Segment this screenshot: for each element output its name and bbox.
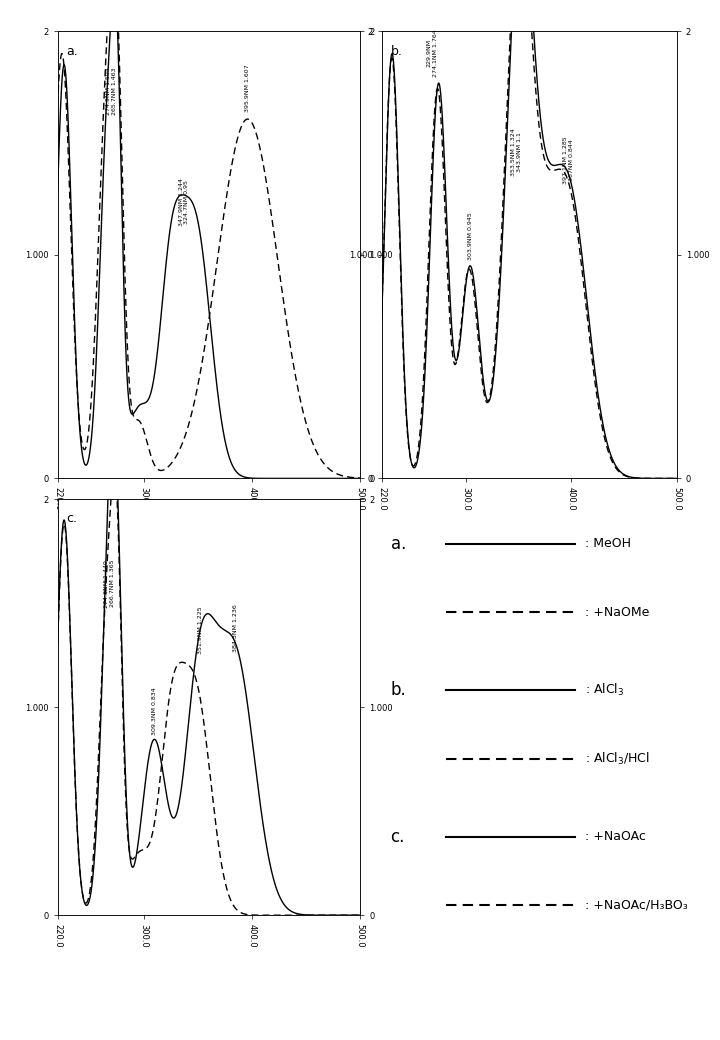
Text: 395.9NM 1.607: 395.9NM 1.607 xyxy=(245,64,250,112)
Text: b.: b. xyxy=(391,681,406,699)
Text: a.: a. xyxy=(67,45,78,57)
Text: 274.9NM 1.594
265.7NM 1.463: 274.9NM 1.594 265.7NM 1.463 xyxy=(107,68,117,115)
Text: 229.9NM
274.1NM 1.764: 229.9NM 274.1NM 1.764 xyxy=(427,29,438,77)
Text: a.: a. xyxy=(391,535,406,552)
Text: 351.9NM 1.225: 351.9NM 1.225 xyxy=(197,606,202,654)
Text: : AlCl$_3$/HCl: : AlCl$_3$/HCl xyxy=(585,751,650,766)
Text: : +NaOAc/H₃BO₃: : +NaOAc/H₃BO₃ xyxy=(585,899,688,912)
Text: 303.9NM 0.945: 303.9NM 0.945 xyxy=(467,212,472,260)
Text: 384.3NM 1.236: 384.3NM 1.236 xyxy=(233,604,238,652)
Text: : +NaOMe: : +NaOMe xyxy=(585,606,649,619)
Text: c.: c. xyxy=(391,828,405,846)
Text: : MeOH: : MeOH xyxy=(585,538,631,550)
Text: 274.3NM 1.449
266.7NM 1.365: 274.3NM 1.449 266.7NM 1.365 xyxy=(104,560,114,607)
Text: 347.9NM 1.244
324.7NM 0.95: 347.9NM 1.244 324.7NM 0.95 xyxy=(179,178,189,226)
Text: 353.5NM 1.324
343.9NM 1.1: 353.5NM 1.324 343.9NM 1.1 xyxy=(511,128,522,176)
Text: c.: c. xyxy=(67,512,78,524)
Text: : +NaOAc: : +NaOAc xyxy=(585,830,646,843)
Text: 397.1NM 1.285
367NM 0.844: 397.1NM 1.285 367NM 0.844 xyxy=(563,136,574,184)
Text: : AlCl$_3$: : AlCl$_3$ xyxy=(585,682,624,698)
Text: b.: b. xyxy=(390,45,402,57)
Text: 309.3NM 0.834: 309.3NM 0.834 xyxy=(151,687,156,735)
